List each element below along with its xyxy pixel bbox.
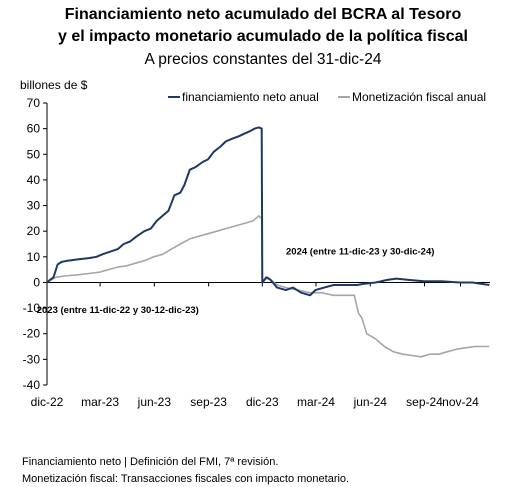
y-axis-label: billones de $: [20, 78, 88, 92]
footnote-monetization: Monetización fiscal: Transacciones fisca…: [22, 473, 350, 485]
annotation: 2023 (entre 11-dic-22 y 30-12-dic-23): [37, 305, 199, 316]
x-axis: dic-22 mar-23 jun-23 sep-23 dic-23 mar-24 jun-…: [31, 281, 490, 409]
chart-title-line2: y el impacto monetario acumulado de la p…: [58, 28, 468, 45]
legend-label: financiamiento neto anual: [182, 90, 319, 104]
legend-label: Monetización fiscal anual: [352, 90, 486, 104]
x-tick-label: mar-23: [81, 395, 119, 409]
x-tick-label: dic-22: [31, 395, 64, 409]
x-tick-label: jun-23: [137, 395, 172, 409]
x-tick-label: dic-23: [246, 395, 279, 409]
line-chart: billones de $ financiamiento neto anual M…: [20, 78, 490, 409]
y-tick-label: -40: [23, 378, 41, 392]
x-tick-label: sep-23: [190, 395, 227, 409]
y-tick-label: 60: [27, 122, 41, 136]
y-tick-label: -20: [23, 327, 41, 341]
y-tick-label: 0: [33, 275, 40, 289]
legend: financiamiento neto anual Monetización fi…: [168, 90, 486, 104]
series-line-1: [46, 215, 490, 358]
annotation: 2024 (entre 11-dic-23 y 30-dic-24): [286, 246, 434, 257]
y-tick-label: 10: [27, 250, 41, 264]
chart-title: Financiamiento neto acumulado del BCRA a…: [64, 6, 462, 23]
y-tick-label: 70: [27, 96, 41, 110]
y-tick-label: 40: [27, 173, 41, 187]
y-tick-label: 30: [27, 199, 41, 213]
x-tick-label: nov-24: [442, 395, 479, 409]
y-tick-label: 20: [27, 224, 41, 238]
x-tick-label: sep-24: [406, 395, 443, 409]
chart-subtitle: A precios constantes del 31-dic-24: [144, 51, 382, 68]
y-tick-label: -10: [23, 301, 41, 315]
x-tick-label: jun-24: [353, 395, 388, 409]
y-tick-label: 50: [27, 147, 41, 161]
footnote-definition: Financiamiento neto | Definición del FMI…: [22, 456, 279, 468]
x-tick-label: mar-24: [297, 395, 335, 409]
y-axis: -40 -30 -20 -10 0 10 20 30 40 50 60 70: [23, 96, 48, 392]
annotations: 2024 (entre 11-dic-23 y 30-dic-24) 2023 (…: [37, 246, 435, 316]
series-line-0: [46, 126, 490, 297]
y-tick-label: -30: [23, 352, 41, 366]
series-lines: [46, 126, 490, 358]
